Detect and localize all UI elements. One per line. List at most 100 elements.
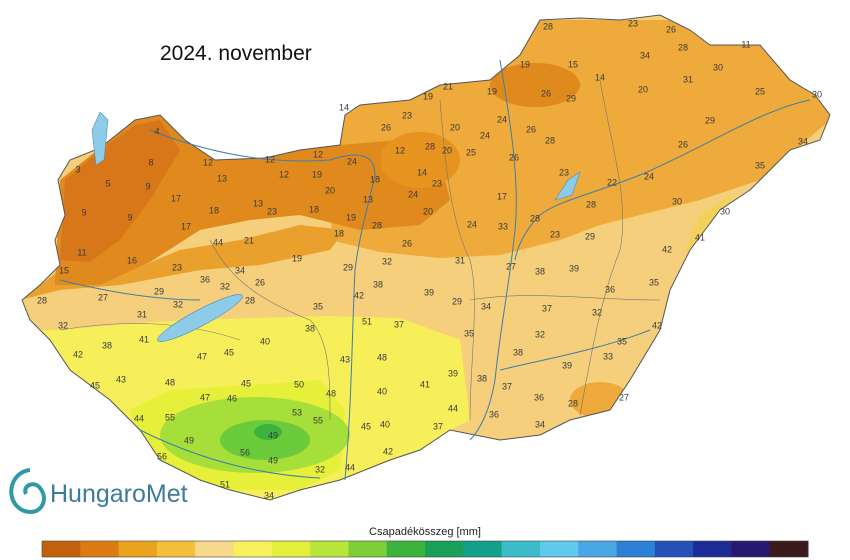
station-value: 9 (127, 212, 132, 222)
station-value: 32 (58, 320, 68, 330)
station-value: 39 (424, 287, 434, 297)
station-value: 27 (98, 292, 108, 302)
logo-text: HungaroMet (50, 480, 188, 508)
station-value: 47 (200, 392, 210, 402)
colorbar-frame (41, 540, 809, 558)
station-value: 19 (520, 59, 530, 69)
station-value: 14 (339, 102, 349, 112)
station-value: 19 (292, 253, 302, 263)
station-value: 41 (420, 379, 430, 389)
station-value: 24 (347, 156, 357, 166)
station-value: 31 (137, 309, 147, 319)
colorbar-swatch (539, 541, 579, 557)
station-value: 41 (139, 334, 149, 344)
station-value: 29 (343, 262, 353, 272)
station-value: 42 (73, 349, 83, 359)
station-value: 44 (448, 403, 458, 413)
station-value: 49 (268, 430, 278, 440)
station-value: 29 (585, 231, 595, 241)
station-value: 12 (313, 149, 323, 159)
station-value: 24 (408, 189, 418, 199)
station-value: 12 (265, 154, 275, 164)
colorbar-swatch (42, 541, 81, 557)
station-value: 51 (220, 479, 230, 489)
station-value: 55 (165, 412, 175, 422)
station-value: 36 (534, 392, 544, 402)
station-value: 23 (267, 206, 277, 216)
station-value: 42 (383, 446, 393, 456)
station-value: 8 (148, 157, 153, 167)
station-value: 11 (741, 39, 750, 49)
colorbar-swatch (654, 541, 694, 557)
colorbar-swatch (616, 541, 656, 557)
station-value: 34 (481, 301, 491, 311)
station-value: 28 (530, 213, 540, 223)
station-value: 38 (513, 347, 523, 357)
station-value: 12 (395, 145, 405, 155)
colorbar-swatch (463, 541, 503, 557)
station-value: 31 (683, 74, 693, 84)
logo-mark (9, 468, 46, 514)
station-value: 37 (394, 319, 404, 329)
station-value: 19 (312, 169, 322, 179)
station-value: 43 (116, 374, 126, 384)
station-value: 48 (326, 388, 336, 398)
station-value: 28 (678, 42, 688, 52)
station-value: 34 (264, 490, 274, 500)
lake-tisza (554, 171, 581, 201)
lake-ferto (91, 111, 109, 166)
station-value: 55 (313, 415, 323, 425)
station-value: 45 (224, 347, 234, 357)
map-title: 2024. november (160, 42, 312, 65)
station-value: 37 (433, 421, 443, 431)
station-value: 28 (37, 295, 47, 305)
station-value: 35 (755, 160, 765, 170)
colorbar-swatch (195, 541, 234, 557)
station-value: 49 (268, 455, 278, 465)
station-value: 36 (489, 409, 499, 419)
station-value: 38 (305, 323, 315, 333)
colorbar-swatch (693, 541, 732, 557)
station-value: 38 (102, 340, 112, 350)
station-value: 50 (294, 379, 304, 389)
county-borders (59, 79, 661, 421)
station-value: 34 (535, 419, 545, 429)
station-value: 13 (363, 194, 373, 204)
station-value: 45 (90, 380, 100, 390)
station-value: 43 (340, 354, 350, 364)
station-value: 26 (541, 88, 551, 98)
station-value: 28 (543, 21, 553, 31)
station-value: 26 (255, 277, 265, 287)
station-value: 28 (372, 220, 382, 230)
station-value: 36 (605, 284, 615, 294)
station-value: 14 (417, 167, 427, 177)
station-value: 49 (184, 435, 194, 445)
station-value: 28 (568, 398, 578, 408)
station-value: 26 (381, 122, 391, 132)
colorbar-swatch (501, 541, 541, 557)
colorbar-swatch (769, 541, 809, 557)
station-value: 56 (240, 447, 250, 457)
station-value: 40 (380, 419, 390, 429)
colorbar-swatch (578, 541, 617, 557)
station-value: 44 (345, 462, 355, 472)
station-value: 32 (382, 256, 392, 266)
station-value: 47 (197, 351, 207, 361)
station-value: 45 (361, 421, 371, 431)
station-value: 32 (220, 281, 230, 291)
station-value: 20 (442, 145, 452, 155)
station-value: 32 (315, 464, 325, 474)
station-value: 48 (377, 352, 387, 362)
station-value: 39 (569, 263, 579, 273)
rivers (59, 59, 811, 481)
station-value: 30 (713, 62, 723, 72)
station-value: 34 (235, 265, 245, 275)
colorbar-label: Csapadékösszeg [mm] (369, 526, 481, 538)
station-value: 20 (638, 84, 648, 94)
colorbar-swatch (348, 541, 388, 557)
station-value: 12 (203, 157, 213, 167)
station-value: 41 (695, 232, 705, 242)
station-value: 20 (423, 206, 433, 216)
station-value: 26 (526, 124, 536, 134)
